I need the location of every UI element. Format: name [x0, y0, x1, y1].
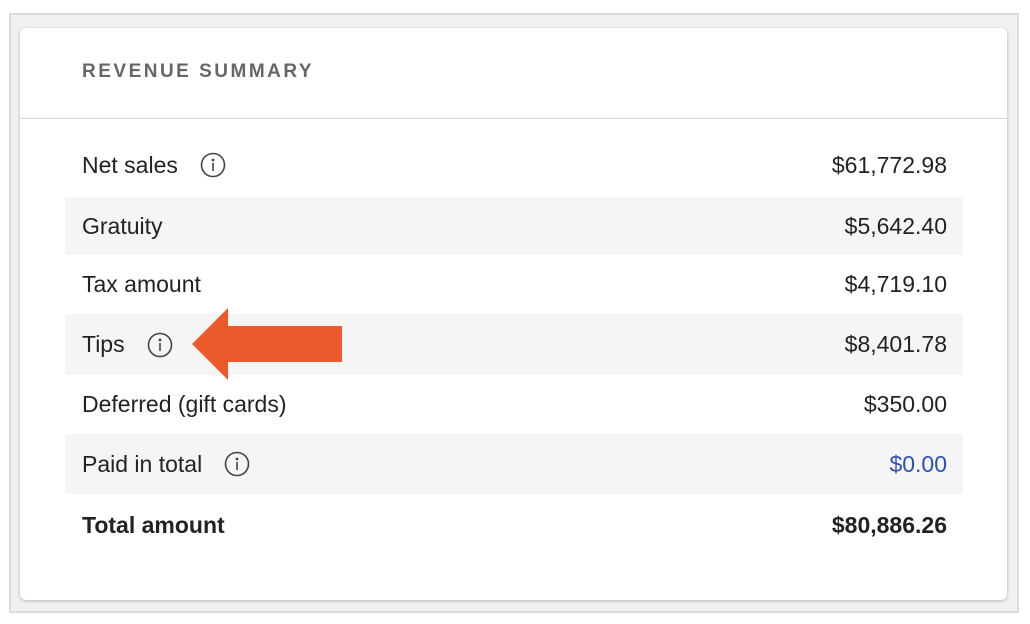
info-icon[interactable]: [224, 451, 250, 477]
row-gratuity: Gratuity $5,642.40: [65, 197, 963, 255]
paid-in-total-amount-link[interactable]: $0.00: [889, 450, 947, 477]
info-icon[interactable]: [147, 332, 173, 358]
arrow-left-icon: [192, 308, 342, 380]
row-amount: $350.00: [863, 391, 947, 417]
divider: [20, 118, 1007, 119]
row-amount: $5,642.40: [844, 212, 947, 239]
row-label: Paid in total: [82, 450, 203, 477]
row-amount: $4,719.10: [844, 271, 947, 297]
card-title: REVENUE SUMMARY: [82, 61, 315, 82]
revenue-summary-card: REVENUE SUMMARY Net sales $61,772.98 Gra…: [20, 28, 1007, 600]
row-tax-amount: Tax amount $4,719.10: [65, 255, 963, 314]
row-amount: $80,886.26: [831, 511, 947, 538]
row-label: Gratuity: [82, 212, 163, 239]
row-net-sales: Net sales $61,772.98: [65, 135, 963, 195]
row-amount: $61,772.98: [831, 151, 947, 178]
row-label: Total amount: [82, 511, 225, 538]
row-deferred-gift-cards: Deferred (gift cards) $350.00: [65, 375, 963, 434]
row-label: Tax amount: [82, 271, 201, 297]
row-amount: $8,401.78: [844, 331, 947, 357]
info-icon[interactable]: [200, 152, 226, 178]
row-label: Net sales: [82, 151, 178, 178]
row-total-amount: Total amount $80,886.26: [65, 494, 963, 556]
row-label: Tips: [82, 331, 125, 357]
row-paid-in-total: Paid in total $0.00: [65, 434, 963, 494]
row-label: Deferred (gift cards): [82, 391, 287, 417]
